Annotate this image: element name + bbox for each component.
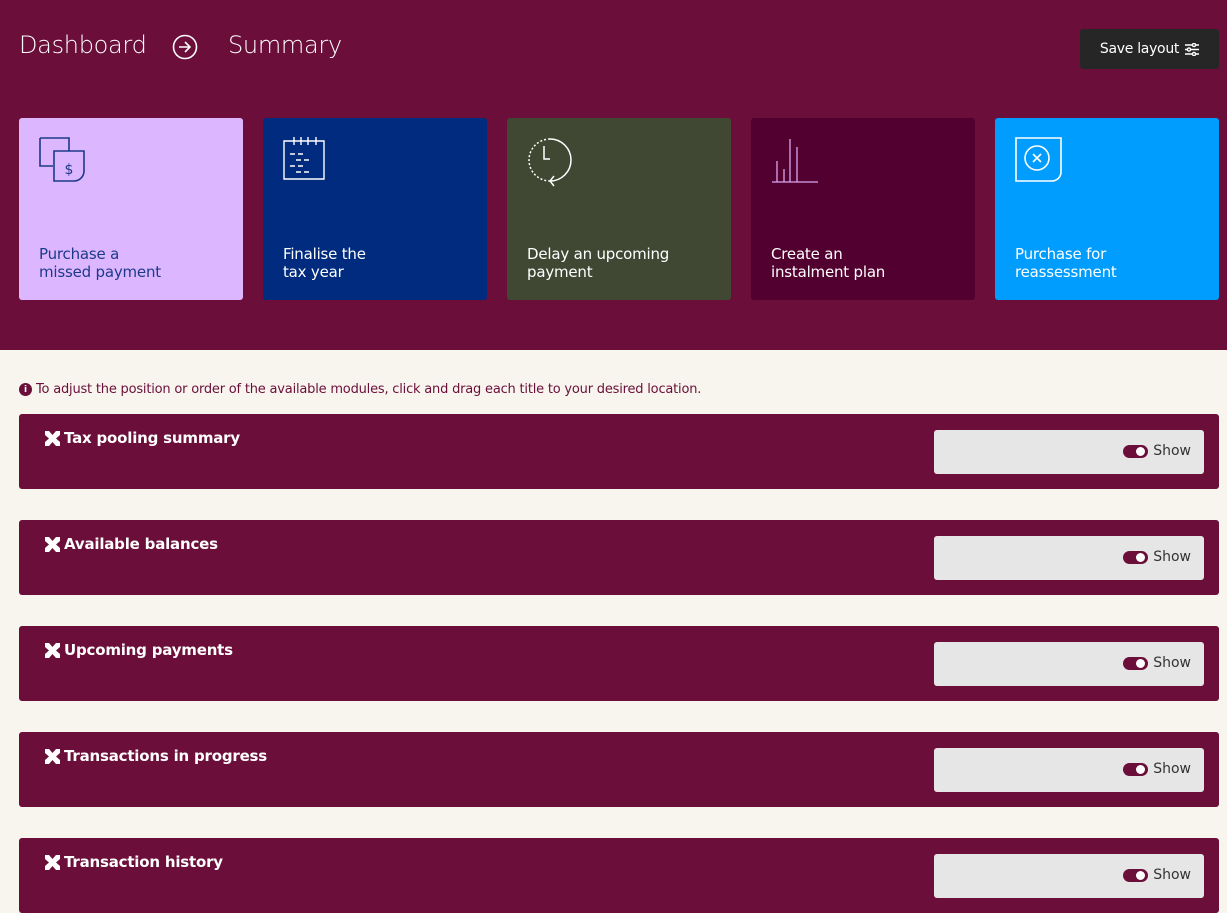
show-toggle-container: Show	[934, 642, 1204, 686]
info-message: i To adjust the position or order of the …	[19, 382, 701, 397]
show-toggle[interactable]	[1123, 869, 1148, 882]
info-icon: i	[19, 383, 32, 396]
module-title-text: Transactions in progress	[64, 747, 268, 765]
card-label: Purchase for reassessment	[1015, 245, 1117, 281]
breadcrumb-dashboard[interactable]: Dashboard	[19, 31, 147, 59]
show-toggle[interactable]	[1123, 551, 1148, 564]
drag-move-icon[interactable]	[45, 536, 60, 552]
card-instalment-plan[interactable]: Create an instalment plan	[751, 118, 975, 300]
dollar-documents-icon: $	[39, 137, 85, 182]
bar-chart-icon	[772, 139, 818, 183]
card-delay-payment[interactable]: Delay an upcoming payment	[507, 118, 731, 300]
show-toggle-container: Show	[934, 748, 1204, 792]
module-title-text: Transaction history	[64, 853, 223, 871]
show-label: Show	[1153, 443, 1191, 459]
module-panel: Transactions in progress Show	[19, 732, 1219, 807]
show-toggle[interactable]	[1123, 445, 1148, 458]
sliders-icon	[1185, 42, 1200, 56]
svg-text:$: $	[65, 162, 74, 178]
drag-move-icon[interactable]	[45, 642, 60, 658]
arrow-right-circle-icon	[172, 34, 198, 60]
show-toggle-container: Show	[934, 536, 1204, 580]
module-panel: Available balances Show	[19, 520, 1219, 595]
card-label: Purchase a missed payment	[39, 245, 161, 281]
card-purchase-reassessment[interactable]: Purchase for reassessment	[995, 118, 1219, 300]
module-title[interactable]: Transactions in progress	[45, 747, 267, 765]
save-layout-button[interactable]: Save layout	[1080, 29, 1219, 69]
show-label: Show	[1153, 549, 1191, 565]
card-label: Finalise the tax year	[283, 245, 366, 281]
show-toggle-container: Show	[934, 854, 1204, 898]
show-label: Show	[1153, 867, 1191, 883]
drag-move-icon[interactable]	[45, 748, 60, 764]
header: Dashboard Summary Save layout $ Purchase…	[0, 0, 1227, 350]
card-label: Create an instalment plan	[771, 245, 886, 281]
module-panel: Tax pooling summary Show	[19, 414, 1219, 489]
show-label: Show	[1153, 761, 1191, 777]
module-title[interactable]: Upcoming payments	[45, 641, 233, 659]
module-panel: Upcoming payments Show	[19, 626, 1219, 701]
cancel-document-icon	[1015, 137, 1062, 182]
page-title: Summary	[228, 31, 342, 59]
module-title-text: Tax pooling summary	[64, 429, 240, 447]
drag-move-icon[interactable]	[45, 854, 60, 870]
card-label: Delay an upcoming payment	[527, 245, 670, 281]
calendar-icon	[283, 137, 325, 180]
show-toggle-container: Show	[934, 430, 1204, 474]
module-title[interactable]: Transaction history	[45, 853, 223, 871]
module-title-text: Available balances	[64, 535, 218, 553]
module-title-text: Upcoming payments	[64, 641, 233, 659]
module-panel: Transaction history Show	[19, 838, 1219, 913]
module-title[interactable]: Tax pooling summary	[45, 429, 240, 447]
save-layout-label: Save layout	[1099, 41, 1180, 57]
card-purchase-missed-payment[interactable]: $ Purchase a missed payment	[19, 118, 243, 300]
info-text: To adjust the position or order of the a…	[36, 382, 702, 397]
show-toggle[interactable]	[1123, 657, 1148, 670]
drag-move-icon[interactable]	[45, 430, 60, 446]
card-finalise-tax-year[interactable]: Finalise the tax year	[263, 118, 487, 300]
show-toggle[interactable]	[1123, 763, 1148, 776]
clock-delay-icon	[528, 138, 572, 187]
module-title[interactable]: Available balances	[45, 535, 218, 553]
show-label: Show	[1153, 655, 1191, 671]
